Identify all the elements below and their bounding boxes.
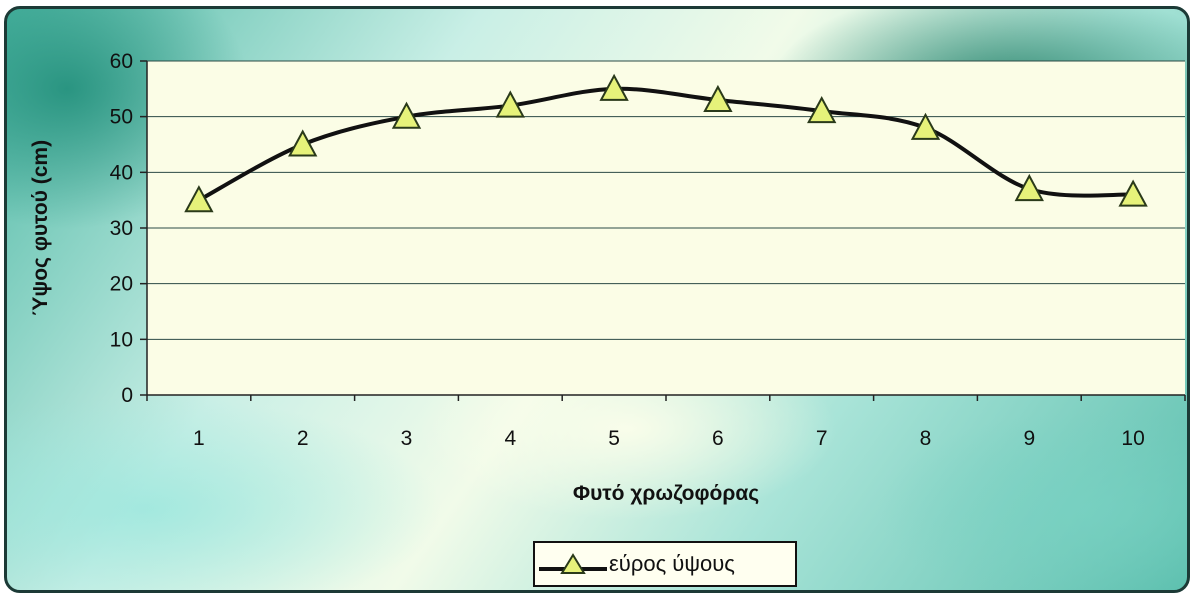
y-tick-label: 60	[110, 50, 133, 73]
y-tick-label: 0	[121, 384, 133, 407]
y-axis-title: Ύψος φυτού (cm)	[29, 140, 52, 316]
y-tick-label: 20	[110, 273, 133, 296]
chart-frame: 0 10 20 30 40 50 60 1 2 3 4 5 6 7 8 9 10 Φυτό χρωζοφόρας Ύ…	[4, 6, 1190, 593]
data-point-marker	[910, 112, 941, 140]
data-point-marker	[1014, 173, 1044, 202]
data-point-marker	[184, 185, 214, 213]
data-point-marker	[807, 95, 837, 124]
x-tick-label: 7	[816, 427, 828, 450]
x-axis-title: Φυτό χρωζοφόρας	[573, 482, 759, 505]
x-tick-label: 5	[608, 427, 620, 450]
data-point-marker	[599, 73, 629, 101]
y-tick-label: 50	[110, 106, 133, 129]
legend: εύρος ύψους	[533, 541, 797, 587]
data-point-marker	[703, 84, 733, 113]
y-tick-label: 30	[110, 217, 133, 240]
data-point-marker	[495, 90, 525, 118]
series-line	[197, 86, 1134, 202]
data-point-marker	[391, 101, 422, 129]
x-tick-label: 8	[920, 427, 932, 450]
x-tick-label: 3	[401, 427, 413, 450]
data-point-marker	[288, 129, 318, 157]
x-tick-label: 1	[193, 427, 205, 450]
x-tick-label: 9	[1023, 427, 1035, 450]
data-point-marker	[1118, 179, 1148, 207]
y-tick-label: 10	[110, 328, 133, 351]
x-tick-label: 10	[1121, 427, 1144, 450]
legend-label: εύρος ύψους	[609, 551, 735, 576]
legend-line-marker-icon	[539, 553, 607, 574]
y-tick-label: 40	[110, 161, 133, 184]
x-tick-label: 6	[712, 427, 724, 450]
x-tick-label: 2	[297, 427, 309, 450]
x-tick-label: 4	[504, 427, 516, 450]
line-chart: 0 10 20 30 40 50 60 1 2 3 4 5 6 7 8 9 10 Φυτό χρωζοφόρας Ύ…	[29, 50, 1186, 505]
